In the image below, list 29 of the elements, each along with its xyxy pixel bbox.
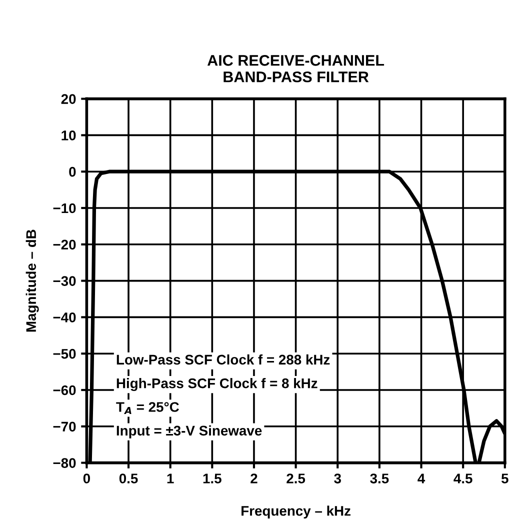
y-tick-label: 10 [62,130,76,140]
x-tick-label: 5 [501,474,508,484]
chart-title: AIC RECEIVE-CHANNEL BAND-PASS FILTER [207,55,384,82]
y-tick-label: −30 [53,276,76,286]
x-axis-title: Frequency – kHz [242,506,350,519]
annotation: T$_{A}$ = 25°C [116,402,179,414]
y-tick-label: −20 [53,240,76,250]
x-tick-label: 2.5 [286,474,306,484]
y-tick-label: −80 [53,458,76,468]
y-tick-label: −70 [53,422,76,432]
y-tick-label: −10 [53,203,76,214]
y-tick-label: 20 [61,94,76,104]
y-tick-label: 0 [69,166,76,177]
annotation: Low-Pass SCF Clock f = 288 kHz [116,354,330,365]
x-tick-label: 3.5 [370,474,389,484]
x-tick-label: 1 [167,474,174,484]
y-tick-label: −60 [53,385,76,396]
y-tick-label: −50 [53,348,76,359]
x-tick-label: 0 [83,474,90,484]
x-tick-label: 0.5 [119,474,138,484]
annotation: High-Pass SCF Clock f = 8 kHz [116,378,318,392]
annotation: Input = ±3-V Sinewave [116,425,262,438]
x-tick-label: 1.5 [203,474,222,484]
x-tick-label: 2 [250,474,258,484]
y-axis-title: Magnitude – dB [26,230,39,332]
x-tick-label: 4.5 [454,474,472,484]
x-tick-label: 3 [334,474,341,484]
x-tick-label: 4 [418,474,426,484]
y-tick-label: −40 [53,312,76,322]
